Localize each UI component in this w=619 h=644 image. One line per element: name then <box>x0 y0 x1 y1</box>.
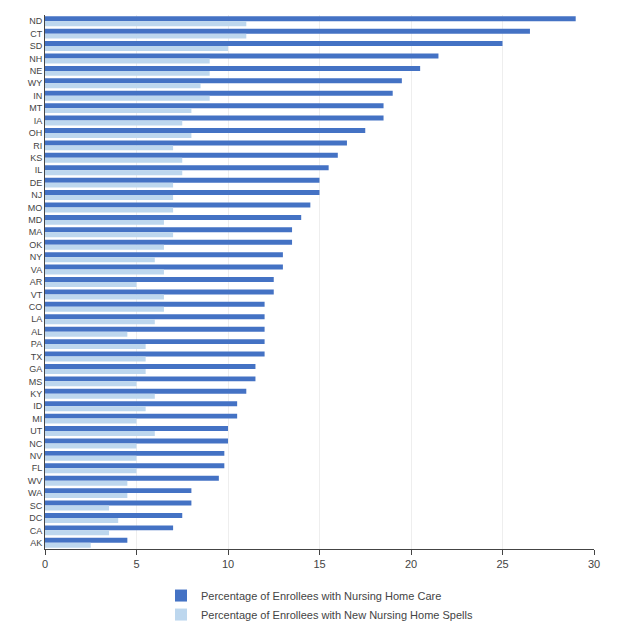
svg-text:OK: OK <box>29 240 42 250</box>
svg-text:IL: IL <box>35 165 43 175</box>
svg-text:CO: CO <box>29 302 43 312</box>
svg-text:AK: AK <box>30 538 42 548</box>
svg-text:PA: PA <box>31 339 42 349</box>
svg-text:MI: MI <box>32 414 42 424</box>
svg-text:NV: NV <box>30 451 43 461</box>
svg-text:ND: ND <box>29 16 42 26</box>
svg-text:KS: KS <box>30 153 42 163</box>
svg-text:IA: IA <box>34 116 43 126</box>
svg-text:MA: MA <box>29 227 43 237</box>
svg-text:RI: RI <box>33 141 42 151</box>
svg-text:NJ: NJ <box>31 190 42 200</box>
svg-text:KY: KY <box>30 389 42 399</box>
svg-text:TX: TX <box>31 352 43 362</box>
svg-text:GA: GA <box>29 364 42 374</box>
svg-text:NH: NH <box>29 54 42 64</box>
svg-text:AR: AR <box>30 277 43 287</box>
svg-text:ID: ID <box>33 401 43 411</box>
svg-text:5: 5 <box>133 558 139 570</box>
svg-text:WV: WV <box>28 476 43 486</box>
svg-text:LA: LA <box>31 314 42 324</box>
svg-text:MT: MT <box>29 103 42 113</box>
svg-text:WY: WY <box>28 78 43 88</box>
svg-text:UT: UT <box>30 426 42 436</box>
svg-text:NY: NY <box>30 252 43 262</box>
svg-text:OH: OH <box>29 128 43 138</box>
svg-text:SD: SD <box>30 41 43 51</box>
svg-text:20: 20 <box>405 558 417 570</box>
svg-text:0: 0 <box>42 558 48 570</box>
svg-text:SC: SC <box>30 501 43 511</box>
svg-text:CA: CA <box>30 526 43 536</box>
svg-text:15: 15 <box>313 558 325 570</box>
svg-text:MO: MO <box>28 203 43 213</box>
svg-text:NE: NE <box>30 66 43 76</box>
svg-text:CT: CT <box>30 29 42 39</box>
svg-text:VA: VA <box>31 265 42 275</box>
svg-text:MD: MD <box>28 215 42 225</box>
svg-text:30: 30 <box>588 558 600 570</box>
svg-text:DC: DC <box>29 513 42 523</box>
svg-text:25: 25 <box>496 558 508 570</box>
svg-text:IN: IN <box>33 91 42 101</box>
svg-text:10: 10 <box>222 558 234 570</box>
svg-text:NC: NC <box>29 439 42 449</box>
svg-text:AL: AL <box>31 327 42 337</box>
svg-text:Percentage of Enrollees with N: Percentage of Enrollees with New Nursing… <box>201 609 473 621</box>
svg-text:FL: FL <box>32 463 43 473</box>
svg-text:WA: WA <box>28 488 42 498</box>
svg-text:VT: VT <box>31 290 43 300</box>
svg-text:Percentage of Enrollees with N: Percentage of Enrollees with Nursing Hom… <box>201 590 441 602</box>
svg-text:DE: DE <box>30 178 43 188</box>
svg-text:MS: MS <box>29 377 43 387</box>
